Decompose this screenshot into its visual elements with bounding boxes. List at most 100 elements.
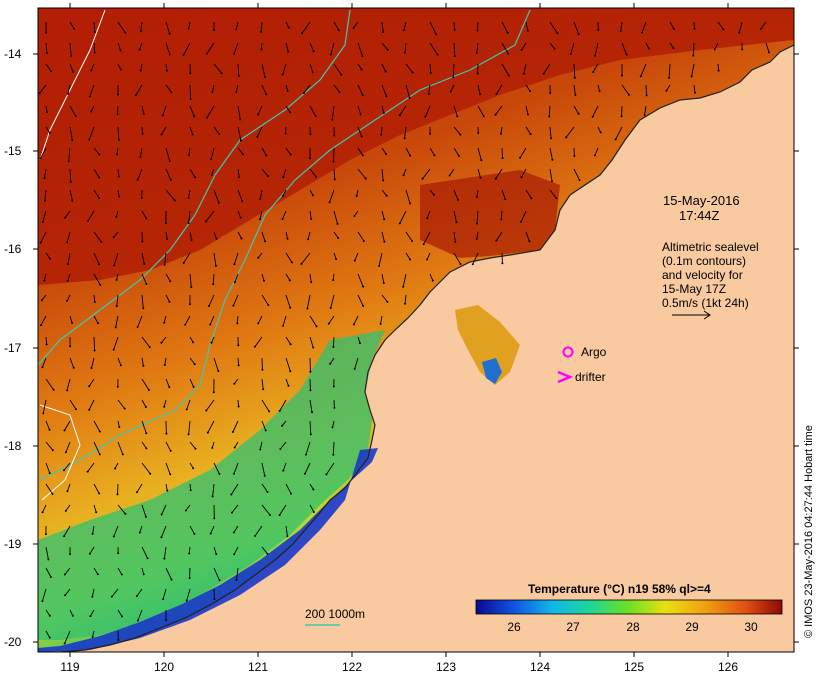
velocity-arrow xyxy=(67,84,71,94)
velocity-arrow xyxy=(93,189,100,199)
velocity-arrow-head xyxy=(362,240,365,242)
velocity-arrow-head xyxy=(494,177,497,180)
velocity-arrow xyxy=(333,210,338,225)
velocity-arrow-head xyxy=(311,71,314,74)
velocity-arrow-head xyxy=(403,137,406,140)
velocity-arrow-head xyxy=(421,177,424,180)
velocity-arrow xyxy=(303,84,311,94)
velocity-arrow xyxy=(165,294,170,302)
velocity-arrow-head xyxy=(385,153,387,155)
velocity-arrow-head xyxy=(88,385,91,388)
velocity-arrow-head xyxy=(43,177,46,180)
velocity-arrow xyxy=(282,462,287,471)
velocity-arrow-head xyxy=(43,279,46,282)
velocity-arrow-head xyxy=(72,366,75,369)
velocity-arrow xyxy=(525,231,530,242)
velocity-arrow-head xyxy=(501,262,504,265)
velocity-arrow xyxy=(381,42,389,51)
velocity-arrow xyxy=(211,84,215,93)
velocity-arrow-head xyxy=(42,412,45,415)
velocity-arrow xyxy=(453,42,456,57)
velocity-arrow-head xyxy=(39,324,42,327)
velocity-arrow xyxy=(91,588,95,597)
velocity-arrow xyxy=(329,357,335,365)
velocity-arrow xyxy=(65,504,71,512)
velocity-arrow-head xyxy=(529,90,531,93)
velocity-arrow-head xyxy=(220,72,223,75)
velocity-arrow-head xyxy=(328,201,331,204)
velocity-arrow-head xyxy=(117,552,120,555)
velocity-arrow-head xyxy=(233,382,236,385)
velocity-arrow xyxy=(66,231,71,243)
velocity-arrow xyxy=(259,441,263,450)
velocity-arrow xyxy=(41,357,47,368)
velocity-arrow-head xyxy=(98,176,101,179)
velocity-arrow-head xyxy=(310,217,313,220)
velocity-arrow-head xyxy=(314,115,317,118)
velocity-arrow xyxy=(254,525,263,537)
velocity-arrow xyxy=(285,231,288,239)
velocity-arrow-head xyxy=(506,31,509,34)
velocity-arrow xyxy=(205,399,215,411)
velocity-arrow-head xyxy=(432,193,435,196)
velocity-arrow-head xyxy=(74,115,77,118)
velocity-arrow xyxy=(332,441,335,455)
velocity-arrow xyxy=(641,21,647,33)
velocity-arrow-head xyxy=(331,118,334,121)
colorbar-ticks: 26 27 28 29 30 xyxy=(507,620,758,634)
velocity-arrow xyxy=(42,210,47,223)
velocity-arrow-head xyxy=(424,115,427,118)
velocity-arrow xyxy=(714,42,719,50)
velocity-arrow-head xyxy=(66,490,69,493)
velocity-arrow-head xyxy=(519,156,522,159)
velocity-arrow-head xyxy=(71,321,74,324)
velocity-arrow-head xyxy=(71,139,74,142)
velocity-arrow xyxy=(521,168,527,178)
velocity-arrow-head xyxy=(136,619,139,622)
velocity-arrow-head xyxy=(383,240,386,243)
velocity-arrow-head xyxy=(188,552,191,555)
legend-line-2: (0.1m contours) xyxy=(662,254,746,268)
velocity-arrow-head xyxy=(63,642,66,645)
velocity-arrow xyxy=(45,42,48,53)
velocity-arrow xyxy=(45,462,51,474)
velocity-arrow-head xyxy=(265,93,268,96)
velocity-arrow-head xyxy=(90,110,93,113)
velocity-arrow xyxy=(69,315,73,324)
velocity-arrow-head xyxy=(215,553,218,556)
legend-line-3: and velocity for xyxy=(662,268,743,282)
velocity-arrow-head xyxy=(210,341,213,344)
velocity-arrow xyxy=(117,420,120,428)
velocity-arrow xyxy=(760,21,767,30)
velocity-arrow-head xyxy=(527,113,529,116)
velocity-arrow-head xyxy=(362,304,365,307)
velocity-arrow xyxy=(141,567,145,575)
velocity-arrow-head xyxy=(88,138,91,141)
velocity-arrow xyxy=(404,42,407,53)
velocity-arrow xyxy=(93,483,100,494)
velocity-arrow xyxy=(141,294,144,309)
velocity-arrow xyxy=(520,210,527,223)
velocity-arrow-head xyxy=(556,32,559,35)
velocity-arrow xyxy=(285,252,293,263)
velocity-arrow xyxy=(44,189,47,201)
velocity-arrow xyxy=(357,294,364,307)
velocity-arrow xyxy=(69,21,75,30)
velocity-arrow xyxy=(232,294,239,306)
velocity-arrow-head xyxy=(113,264,116,267)
velocity-arrow-head xyxy=(475,51,478,54)
velocity-arrow-head xyxy=(187,27,190,30)
velocity-arrow-head xyxy=(64,509,67,512)
velocity-arrow xyxy=(309,42,315,52)
velocity-arrow xyxy=(90,63,95,71)
velocity-arrow xyxy=(333,168,336,180)
velocity-arrow xyxy=(282,63,287,75)
velocity-arrow xyxy=(237,399,240,407)
velocity-arrow xyxy=(381,168,384,181)
velocity-arrow xyxy=(90,105,95,112)
velocity-arrow-head xyxy=(398,114,401,117)
velocity-arrow xyxy=(357,147,364,156)
velocity-arrow xyxy=(332,336,335,347)
velocity-arrow xyxy=(189,105,195,117)
